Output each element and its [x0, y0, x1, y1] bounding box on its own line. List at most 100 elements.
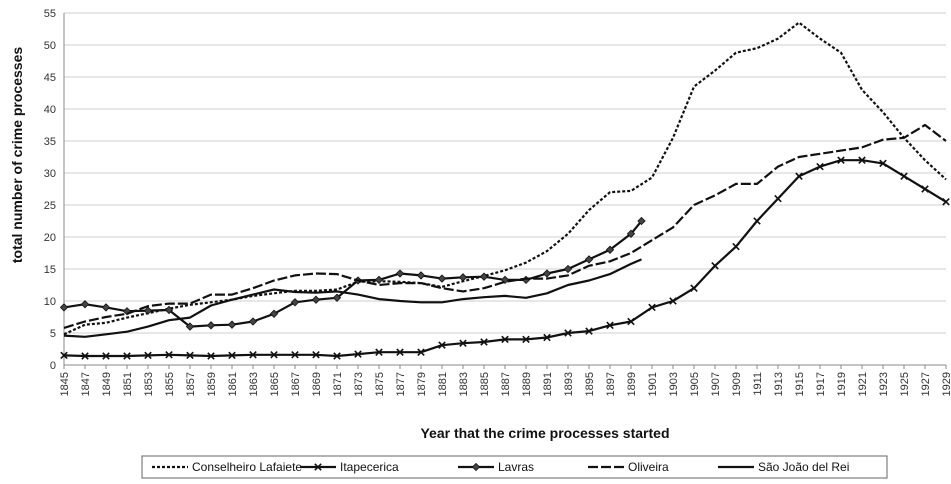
data-point: [438, 341, 446, 349]
x-tick-label: 1929: [941, 372, 951, 396]
x-tick-label: 1889: [521, 372, 533, 396]
y-tick-label: 25: [44, 200, 56, 212]
legend-label: São João del Rei: [758, 460, 849, 474]
x-tick-label: 1851: [122, 372, 134, 396]
data-point: [459, 339, 467, 348]
x-tick-label: 1899: [626, 372, 638, 396]
x-tick-label: 1883: [458, 372, 470, 396]
data-point: [900, 172, 908, 180]
x-tick-label: 1867: [290, 372, 302, 396]
data-point: [395, 269, 405, 278]
x-tick-label: 1863: [248, 372, 260, 396]
y-axis: 0 5 10 15 20 25 30 35 40 45 50 55: [44, 8, 65, 372]
x-tick-label: 1857: [185, 372, 197, 396]
y-tick-label: 55: [44, 8, 56, 20]
data-point: [374, 275, 384, 285]
legend-entry: Itapecerica: [300, 460, 399, 474]
x-tick-label: 1903: [668, 372, 680, 396]
x-tick-label: 1887: [500, 372, 512, 396]
data-point: [101, 303, 111, 312]
x-tick-label: 1893: [563, 372, 575, 396]
y-tick-label: 10: [44, 296, 56, 308]
x-tick-label: 1877: [395, 372, 407, 396]
data-point: [269, 309, 279, 318]
data-point: [165, 350, 173, 359]
legend-box: [141, 455, 888, 479]
x-tick-label: 1875: [374, 372, 386, 396]
data-point: [795, 172, 803, 180]
data-point: [816, 162, 824, 171]
data-point: [312, 350, 320, 359]
x-tick-label: 1873: [353, 372, 365, 396]
data-point: [185, 322, 195, 331]
series-3: [63, 123, 947, 329]
data-point: [627, 317, 635, 326]
data-point: [458, 273, 468, 282]
data-point: [102, 352, 110, 360]
data-point: [648, 303, 656, 312]
legend-entry: Oliveira: [588, 460, 669, 474]
data-point: [942, 198, 950, 206]
y-tick-label: 45: [44, 72, 56, 84]
data-point: [144, 351, 152, 360]
data-point: [207, 352, 215, 360]
data-point: [669, 297, 677, 305]
x-tick-label: 1859: [206, 372, 218, 396]
y-tick-label: 20: [44, 232, 56, 244]
x-tick-label: 1927: [920, 372, 932, 396]
data-point: [249, 350, 257, 359]
data-point: [479, 272, 489, 281]
x-tick-label: 1921: [857, 372, 869, 396]
x-tick-label: 1913: [773, 372, 785, 396]
x-tick-label: 1865: [269, 372, 281, 396]
data-point: [437, 274, 447, 283]
series-line: [63, 258, 642, 338]
x-tick-label: 1923: [878, 372, 890, 396]
x-tick-label: 1897: [605, 372, 617, 396]
data-point: [837, 156, 845, 164]
data-point: [375, 348, 383, 356]
data-point: [164, 305, 174, 315]
data-point: [471, 462, 481, 472]
data-point: [542, 269, 552, 278]
x-tick-label: 1915: [794, 372, 806, 396]
data-point: [122, 307, 132, 316]
legend-label: Oliveira: [628, 460, 669, 474]
x-axis: 1845 1847 1849 1851 1853 1855 1857 1859 1861 1863…: [59, 364, 951, 396]
legend-entry: São João del Rei: [718, 460, 849, 474]
x-tick-label: 1849: [101, 372, 113, 396]
data-point: [60, 351, 68, 360]
data-point: [227, 320, 237, 329]
data-point: [314, 463, 322, 471]
y-tick-label: 40: [44, 104, 56, 116]
x-tick-label: 1871: [332, 372, 344, 396]
data-point: [480, 338, 488, 346]
data-point: [564, 329, 572, 337]
data-point: [80, 300, 90, 309]
x-tick-label: 1909: [731, 372, 743, 396]
x-tick-label: 1911: [752, 372, 764, 396]
legend-entry: Lavras: [458, 460, 534, 474]
legend-label: Lavras: [498, 460, 534, 474]
data-point: [585, 327, 593, 335]
x-tick-label: 1905: [689, 372, 701, 396]
data-point: [81, 352, 89, 360]
series-0: [63, 21, 947, 336]
data-point: [332, 293, 342, 302]
x-tick-label: 1879: [416, 372, 428, 396]
x-tick-label: 1891: [542, 372, 554, 396]
data-point: [774, 194, 782, 203]
data-point: [711, 262, 719, 270]
x-axis-title: Year that the crime processes started: [420, 425, 669, 441]
data-point: [270, 350, 278, 359]
data-point: [690, 284, 698, 292]
data-point: [416, 271, 426, 280]
data-point: [248, 317, 258, 326]
x-tick-label: 1845: [59, 372, 71, 396]
data-point: [186, 351, 194, 360]
data-point: [921, 185, 929, 193]
y-tick-label: 0: [50, 360, 56, 372]
data-point: [290, 298, 300, 307]
x-tick-label: 1847: [80, 372, 92, 396]
